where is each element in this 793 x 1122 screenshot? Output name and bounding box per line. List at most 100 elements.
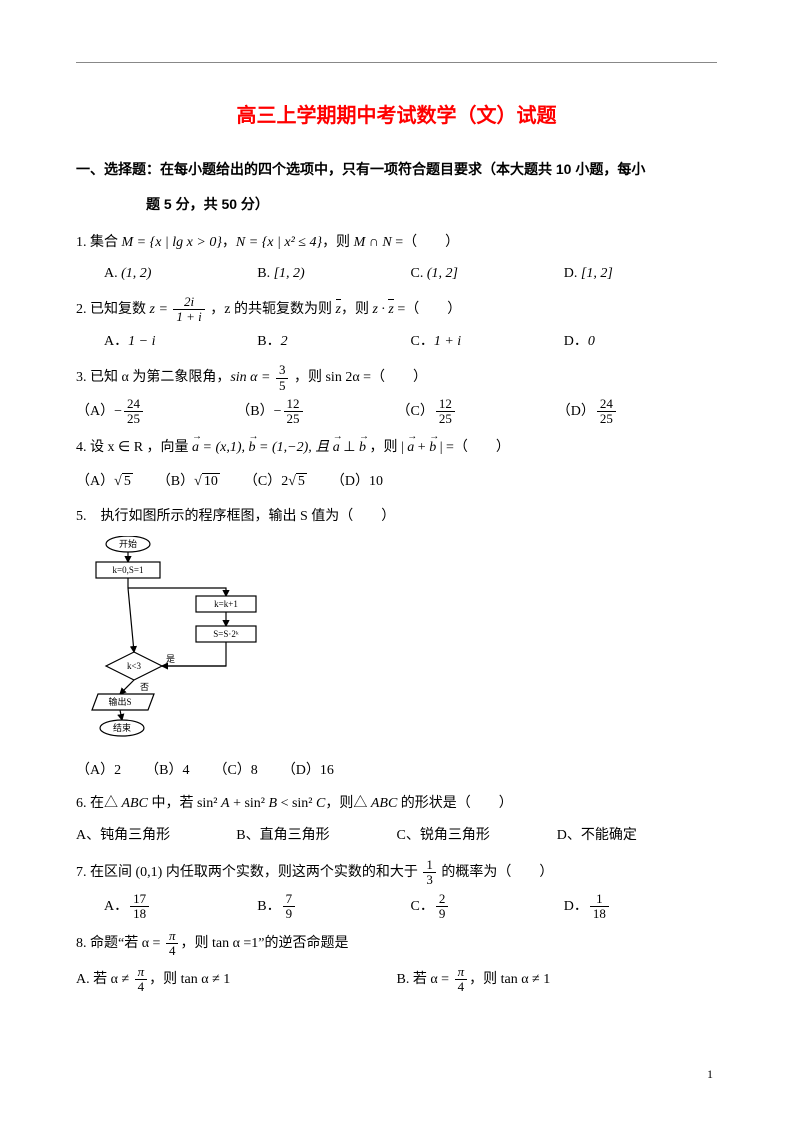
- q7-bde: 9: [283, 907, 296, 921]
- q1-optA: A. (1, 2): [104, 261, 257, 288]
- q2-optB: B．2: [257, 329, 410, 356]
- q1-pre: 1. 集合: [76, 235, 122, 250]
- q7-bl: B．: [257, 899, 280, 914]
- q5-optA: （A）2: [76, 758, 121, 783]
- q3-bf: 1225: [284, 397, 303, 427]
- q3-pre: 3. 已知 α 为第二象限角，: [76, 370, 230, 385]
- flowchart: 是否开始k=0,S=1k=k+1S=S·2ᵏk<3输出S结束: [76, 536, 717, 751]
- q1-cv: (1, 2]: [427, 266, 458, 281]
- q7-optA: A．1718: [104, 892, 257, 922]
- q2-fn: 2i: [173, 295, 204, 310]
- svg-text:k<3: k<3: [127, 661, 142, 671]
- q7-df: 118: [590, 892, 609, 922]
- q2-stem: 2. 已知复数 z = 2i1 + i ，z 的共轭复数为则 z，则 z · z…: [76, 295, 717, 325]
- question-1: 1. 集合 M = {x | lg x > 0}，N = {x | x² ≤ 4…: [76, 230, 717, 287]
- q8-bf: π4: [455, 965, 468, 995]
- q2-ep: z ·: [372, 302, 388, 317]
- q1-av: (1, 2): [121, 266, 151, 281]
- q1-m3: M ∩ N: [354, 235, 392, 250]
- q4-a2: a: [333, 435, 340, 462]
- q4-stem: 4. 设 x ∈ R ，向量 a = (x,1), b = (1,−2), 且 …: [76, 435, 717, 462]
- question-5: 5. 执行如图所示的程序框图，输出 S 值为（ ）: [76, 504, 717, 531]
- q3-dl: （D）: [557, 404, 595, 419]
- q3-options: （A）−2425 （B）−1225 （C）1225 （D）2425: [76, 397, 717, 427]
- section-1-line2: 题 5 分，共 50 分）: [76, 187, 717, 222]
- q8-bt: ，则 tan α ≠ 1: [469, 972, 550, 987]
- q6-B: B: [269, 796, 278, 811]
- q2-ez: z: [388, 297, 393, 324]
- q4-tail: | =（ ）: [436, 440, 510, 455]
- q4-av: = (x,1),: [199, 440, 249, 455]
- svg-text:开始: 开始: [119, 538, 137, 549]
- q4-optA: （A）5: [76, 469, 133, 496]
- q7-dde: 18: [590, 907, 609, 921]
- q7-dnu: 1: [590, 892, 609, 907]
- q3-cl: （C）: [397, 404, 434, 419]
- q8-fn: π: [166, 929, 179, 944]
- q8-ap: A. 若 α ≠: [76, 972, 133, 987]
- q1-m2: N = {x | x² ≤ 4}: [236, 235, 322, 250]
- q6-optC: C、锐角三角形: [397, 823, 557, 850]
- q1-tail: =（ ）: [392, 235, 459, 250]
- q1-bv: [1, 2): [274, 266, 305, 281]
- q3-stem: 3. 已知 α 为第二象限角，sin α = 35 ，则 sin 2α =（ ）: [76, 363, 717, 393]
- q7-fd: 3: [423, 873, 436, 887]
- q3-cf: 1225: [436, 397, 455, 427]
- q2-dl: D．: [564, 334, 588, 349]
- q3-optC: （C）1225: [397, 397, 557, 427]
- q3-seq: sin α =: [230, 370, 270, 385]
- question-4: 4. 设 x ∈ R ，向量 a = (x,1), b = (1,−2), 且 …: [76, 435, 717, 496]
- q4-cs: 5: [288, 469, 307, 496]
- svg-text:否: 否: [140, 682, 149, 692]
- q4-dv: 10: [369, 474, 383, 489]
- q1-optB: B. [1, 2): [257, 261, 410, 288]
- q6-optD: D、不能确定: [557, 823, 717, 850]
- q3-anu: 24: [124, 397, 143, 412]
- svg-text:结束: 结束: [113, 722, 131, 733]
- q4-mid: ，则 |: [366, 440, 407, 455]
- q3-optD: （D）2425: [557, 397, 717, 427]
- q6-pl: + sin²: [230, 796, 269, 811]
- q3-cde: 25: [436, 412, 455, 426]
- q6-options: A、钝角三角形 B、直角三角形 C、锐角三角形 D、不能确定: [76, 823, 717, 850]
- svg-text:k=k+1: k=k+1: [214, 599, 238, 609]
- q8-bnu: π: [455, 965, 468, 980]
- q3-mid: ，则 sin 2α =（ ）: [294, 370, 427, 385]
- q2-bv: 2: [281, 334, 288, 349]
- exam-title: 高三上学期期中考试数学（文）试题: [76, 98, 717, 134]
- q6-pre: 6. 在△: [76, 796, 118, 811]
- svg-text:k=0,S=1: k=0,S=1: [113, 565, 144, 575]
- q4-bl: （B）: [157, 474, 194, 489]
- q8-anu: π: [135, 965, 148, 980]
- svg-text:是: 是: [166, 654, 175, 664]
- q7-dl: D．: [564, 899, 588, 914]
- q8-frac: π4: [166, 929, 179, 959]
- q8-bde: 4: [455, 980, 468, 994]
- q2-cl: C．: [411, 334, 434, 349]
- q7-ade: 18: [130, 907, 149, 921]
- q3-frac: 35: [276, 363, 289, 393]
- q7-optB: B．79: [257, 892, 410, 922]
- q2-zbar: z: [336, 297, 341, 324]
- q2-dv: 0: [588, 334, 595, 349]
- q3-bnu: 12: [284, 397, 303, 412]
- q1-optC: C. (1, 2]: [411, 261, 564, 288]
- q8-options: A. 若 α ≠ π4，则 tan α ≠ 1 B. 若 α = π4，则 ta…: [76, 965, 717, 995]
- q2-fd: 1 + i: [173, 310, 204, 324]
- q4-b: b: [249, 435, 256, 462]
- q4-optB: （B）10: [157, 469, 220, 496]
- q8-mid: ，则 tan α =1”的逆否命题是: [180, 936, 348, 951]
- q2-av: 1 − i: [128, 334, 155, 349]
- q3-fn: 3: [276, 363, 289, 378]
- q6-optB: B、直角三角形: [236, 823, 396, 850]
- q8-at: ，则 tan α ≠ 1: [149, 972, 230, 987]
- q1-stem: 1. 集合 M = {x | lg x > 0}，N = {x | x² ≤ 4…: [76, 230, 717, 257]
- q4-as: 5: [114, 469, 133, 496]
- question-3: 3. 已知 α 为第二象限角，sin α = 35 ，则 sin 2α =（ ）…: [76, 363, 717, 426]
- q7-af: 1718: [130, 892, 149, 922]
- q7-tail: 的概率为（ ）: [438, 865, 554, 880]
- q4-cl: （C）: [244, 474, 281, 489]
- q3-optB: （B）−1225: [236, 397, 396, 427]
- q7-optD: D．118: [564, 892, 717, 922]
- q7-pre: 7. 在区间 (0,1) 内任取两个实数，则这两个实数的和大于: [76, 865, 421, 880]
